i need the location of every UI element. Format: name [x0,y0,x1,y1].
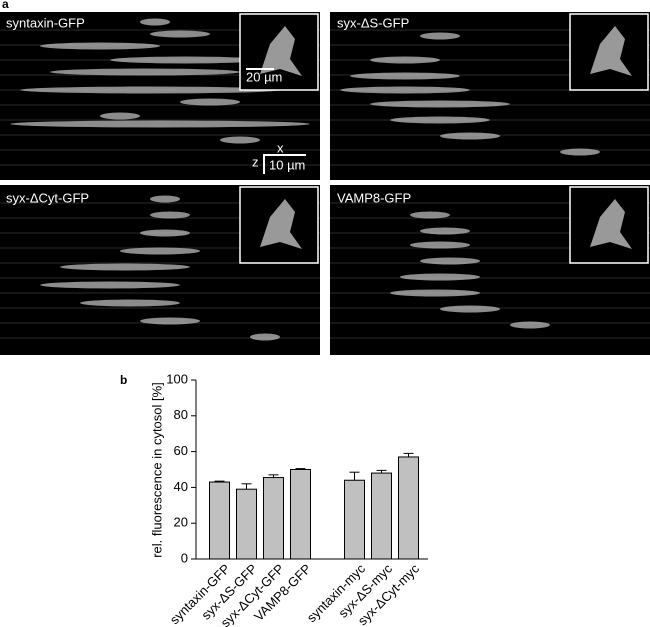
cell-section [420,257,480,265]
panel-label: a [2,0,9,11]
bar [290,469,311,560]
cell-section [350,72,460,80]
cell-section [560,148,600,156]
inset-scale: 20 µm [246,69,282,84]
panel-title: syx-ΔCyt-GFP [6,190,89,205]
panel-title: VAMP8-GFP [337,190,411,205]
bar [344,479,365,560]
y-tick-label: 80 [174,407,188,422]
y-tick-label: 100 [166,371,188,386]
cell-section [440,305,500,313]
cell-section [370,56,440,64]
cell-section [510,321,550,329]
cell-section [410,241,470,249]
cell-section [440,132,500,140]
cell-section [60,263,190,271]
panel-title: syx-ΔS-GFP [337,15,409,30]
bar [263,477,284,560]
inset-cell [590,199,632,249]
inset-cell [590,26,632,76]
cell-section [110,56,260,64]
cell-section [150,211,190,219]
cell-section [340,86,470,94]
inset-cell [260,199,302,249]
axis-z-label: z [252,154,259,169]
cell-section [140,229,190,237]
cell-section [420,227,470,235]
cell-section [400,273,480,281]
cell-section [40,281,180,289]
cell-section [180,98,240,106]
cell-section [20,86,280,94]
bar [371,472,392,560]
cell-section [120,247,200,255]
cell-section [140,317,200,325]
microscopy-panels [0,12,650,355]
cell-section [390,116,490,124]
panel-title: syntaxin-GFP [6,15,85,30]
cell-section [370,100,510,108]
scale-label: 10 µm [269,157,305,172]
y-tick-label: 20 [174,515,188,530]
cell-section [50,68,240,76]
cell-section [10,120,310,128]
cell-section [410,211,450,219]
y-tick-label: 60 [174,443,188,458]
cell-section [220,136,260,144]
bar [209,481,230,560]
bar [236,488,257,560]
y-axis-label: rel. fluorescence in cytosol [%] [149,382,164,558]
cell-section [80,299,180,307]
y-tick-label: 0 [181,550,188,565]
axis-x-label: x [277,140,284,155]
cell-section [140,18,170,26]
bar [398,456,419,560]
cell-section [390,289,480,297]
cell-section [250,333,280,341]
cell-section [150,30,210,38]
cell-section [40,42,160,50]
cell-section [100,112,140,120]
cell-section [150,195,180,203]
y-tick-label: 40 [174,479,188,494]
cell-section [420,32,460,40]
inset-cell [260,26,302,76]
panel-label: b [120,373,127,387]
